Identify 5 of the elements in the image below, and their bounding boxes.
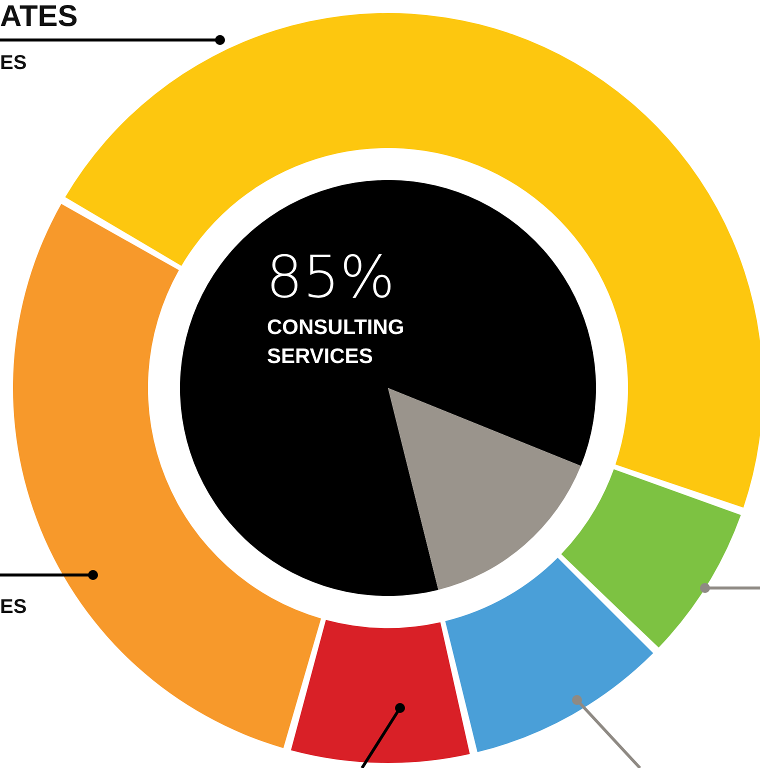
text: ATES <box>0 0 78 34</box>
text: ES <box>0 596 27 619</box>
data-label: 85% <box>266 243 395 311</box>
slice-label: CONSULTING SERVICES <box>267 316 404 368</box>
text: ES <box>0 52 27 75</box>
